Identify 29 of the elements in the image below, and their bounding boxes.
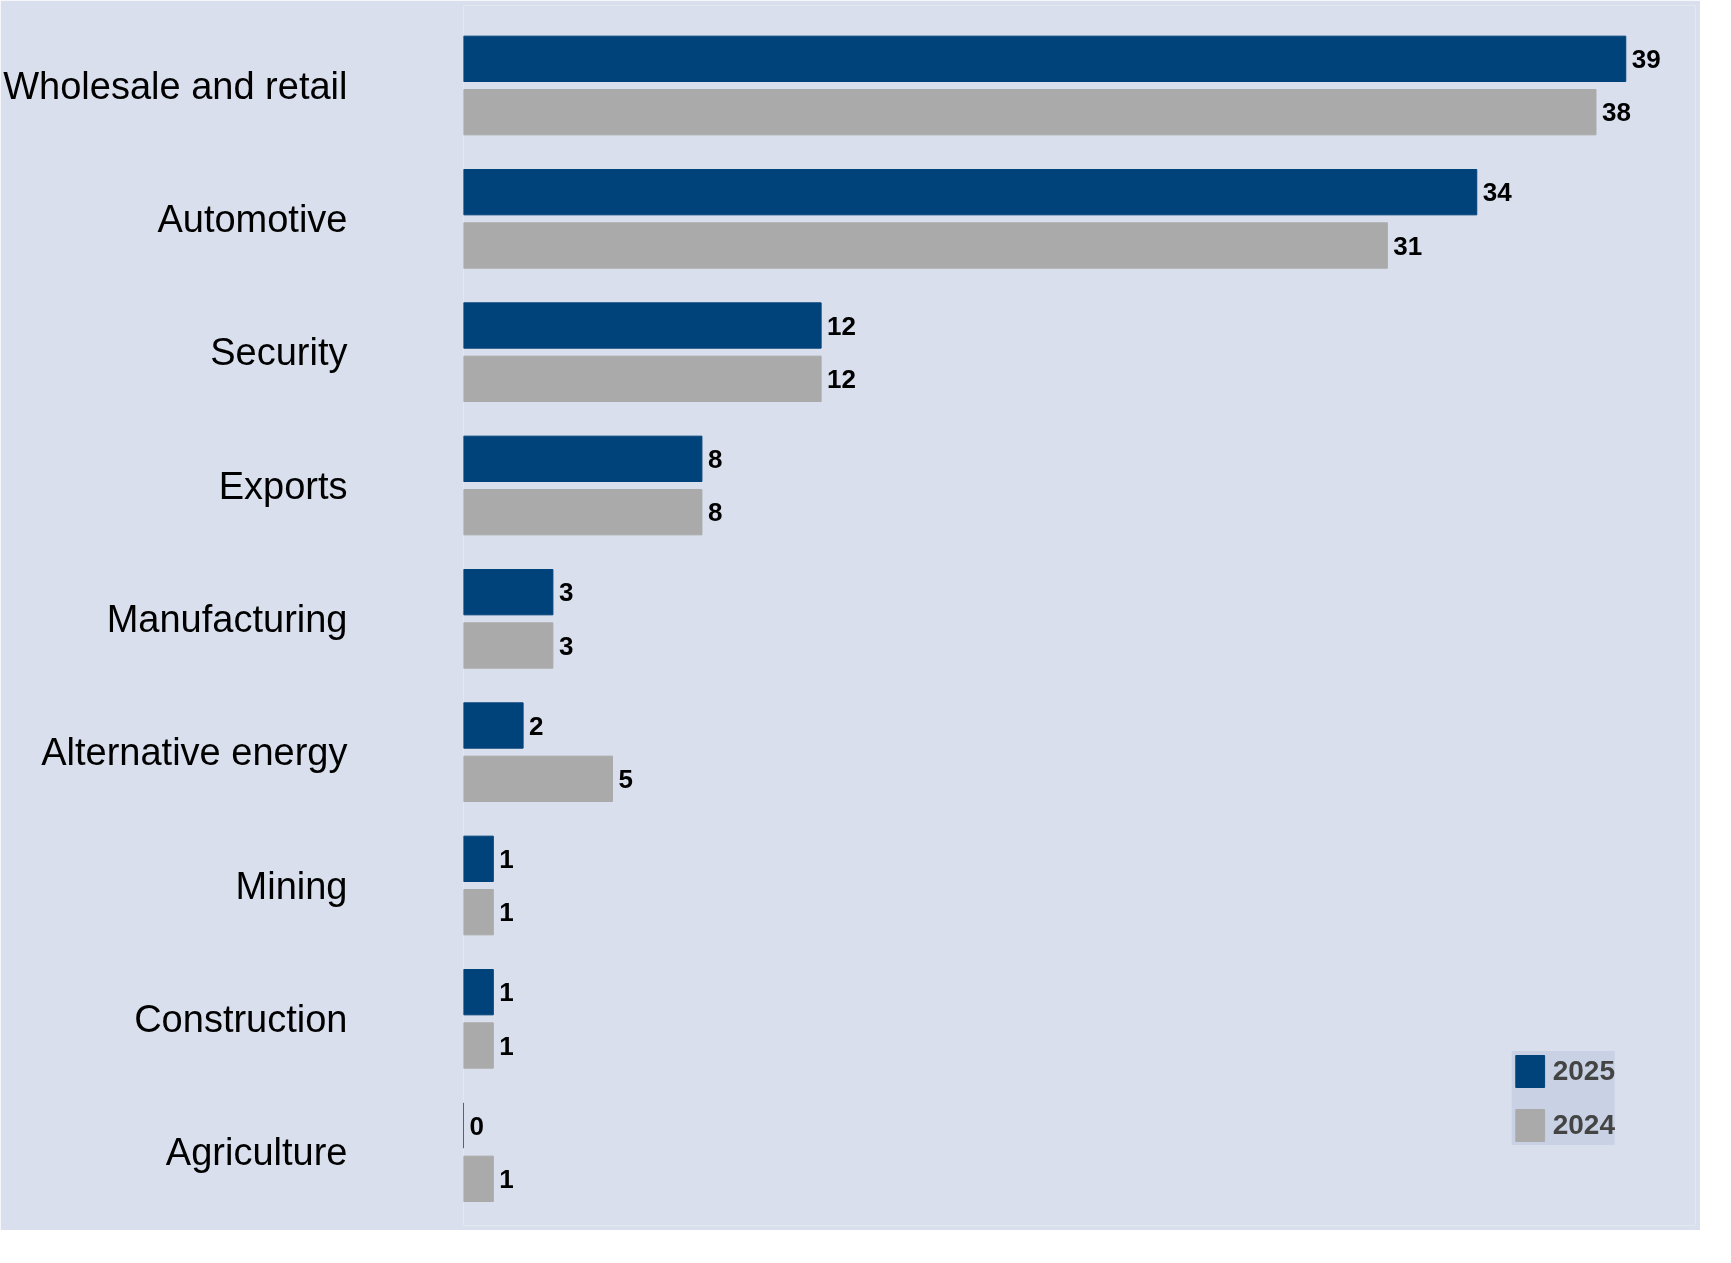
data-label: 3 [558,630,574,661]
data-label: 1 [499,1163,514,1194]
data-label: 0 [469,1110,484,1141]
data-label: 1 [499,897,514,928]
y-tick-label: Construction [134,997,348,1040]
data-label: 1 [499,843,514,874]
y-tick-label: Mining [235,864,348,907]
y-tick-label: Manufacturing [106,597,348,640]
data-label: 2 [529,710,544,741]
data-label: 38 [1601,97,1631,128]
data-label: 5 [618,763,633,794]
data-label: 1 [499,1030,514,1061]
legend-label: 2024 [1552,1109,1615,1141]
data-label: 31 [1393,230,1423,261]
y-tick-label: Agriculture [165,1131,348,1174]
y-tick-label: Exports [218,464,348,507]
legend-label: 2025 [1552,1055,1615,1087]
data-label: 39 [1631,43,1661,74]
y-tick-label: Alternative energy [41,731,348,774]
y-tick-label: Automotive [157,197,348,240]
y-tick-label: Wholesale and retail [3,64,348,107]
data-label: 8 [707,497,723,528]
data-label: 1 [499,977,514,1008]
y-tick-label: Security [210,331,348,374]
data-label: 12 [827,310,857,341]
data-label: 12 [827,363,857,394]
data-label: 3 [558,577,574,608]
data-label: 34 [1482,177,1513,208]
data-label: 8 [707,443,723,474]
